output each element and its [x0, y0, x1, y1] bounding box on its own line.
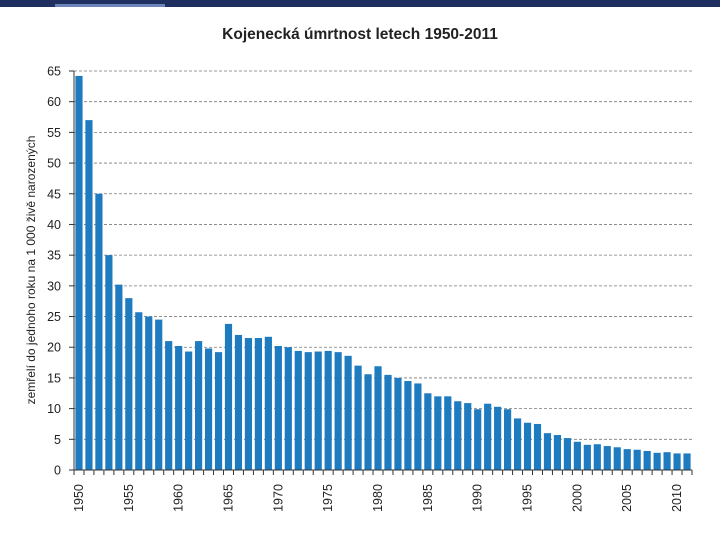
bar-2007 [643, 450, 651, 470]
chart-title: Kojenecká úmrtnost letech 1950-2011 [222, 26, 498, 43]
bar-1973 [304, 352, 312, 470]
bar-1952 [95, 193, 103, 470]
bar-1951 [85, 120, 93, 470]
y-tick-label: 55 [47, 126, 61, 140]
bar-1967 [244, 338, 253, 470]
bar-1954 [115, 284, 123, 470]
bar-1994 [513, 418, 522, 470]
x-tick-label: 2010 [670, 484, 684, 512]
bar-1977 [344, 355, 352, 470]
bar-1980 [374, 366, 382, 470]
bar-1993 [504, 409, 512, 470]
bar-1991 [484, 403, 492, 470]
bar-1976 [334, 352, 342, 470]
y-tick-label: 40 [47, 218, 61, 232]
x-tick-label: 1985 [421, 484, 435, 512]
bar-2009 [663, 452, 671, 470]
bar-1981 [384, 374, 392, 470]
x-tick-label: 1975 [321, 484, 335, 512]
bar-1996 [533, 423, 542, 470]
bar-1974 [314, 351, 322, 470]
bar-1968 [254, 338, 262, 470]
bar-2001 [583, 444, 591, 470]
bar-2011 [683, 453, 691, 470]
bar-1963 [204, 348, 213, 470]
bar-1987 [444, 396, 452, 470]
x-tick-label: 2000 [570, 484, 584, 512]
x-tick-label: 1995 [521, 484, 535, 512]
bar-1957 [145, 316, 153, 470]
y-tick-label: 45 [47, 187, 61, 201]
bar-1978 [354, 365, 362, 470]
bar-1971 [284, 347, 292, 470]
bar-1998 [553, 435, 562, 470]
x-tick-label: 1990 [471, 484, 485, 512]
bar-1969 [264, 336, 272, 470]
x-tick-label: 1980 [371, 484, 385, 512]
bar-1992 [494, 406, 502, 470]
y-tick-label: 35 [47, 249, 61, 263]
y-tick-label: 60 [47, 95, 61, 109]
bar-2002 [593, 444, 601, 470]
bar-1953 [105, 255, 113, 470]
bar-1970 [274, 346, 282, 470]
bar-1950 [75, 75, 83, 470]
bar-1995 [523, 422, 532, 470]
y-tick-label: 10 [47, 402, 61, 416]
y-tick-label: 65 [47, 65, 61, 79]
x-tick-label: 1955 [122, 484, 136, 512]
bar-1983 [404, 380, 412, 470]
bar-1975 [324, 350, 332, 470]
bar-1997 [543, 433, 552, 470]
y-tick-label: 30 [47, 279, 61, 293]
axes [69, 70, 693, 475]
bar-1960 [175, 346, 183, 470]
bar-1989 [464, 403, 472, 470]
y-tick-label: 0 [54, 464, 61, 478]
top-banner-accent [55, 4, 165, 7]
x-tick-labels: 1950 1955 1960 1965 1970 1975 1980 1985 1990 1995… [72, 484, 684, 512]
bar-1988 [454, 401, 462, 470]
bar-2003 [603, 446, 611, 470]
bar-1965 [224, 323, 233, 470]
x-tick-label: 1970 [271, 484, 285, 512]
bar-1986 [434, 396, 442, 470]
y-tick-label: 20 [47, 341, 61, 355]
bars [75, 75, 691, 470]
bar-2008 [653, 452, 661, 470]
bar-2010 [673, 453, 681, 470]
bar-2006 [633, 449, 641, 470]
bar-1979 [364, 374, 372, 470]
bar-1984 [414, 383, 422, 470]
bar-1956 [135, 312, 143, 470]
bar-1962 [195, 341, 203, 470]
bar-1990 [474, 409, 482, 470]
bar-2005 [623, 449, 631, 470]
top-banner-bar [0, 0, 720, 7]
bar-1955 [125, 298, 133, 470]
x-tick-label: 1950 [72, 484, 86, 512]
y-tick-label: 25 [47, 310, 61, 324]
x-tick-label: 2005 [620, 484, 634, 512]
y-tick-labels: 0 5 10 15 20 25 30 35 40 45 50 55 60 65 [47, 65, 61, 478]
bar-1985 [424, 393, 432, 470]
bar-1966 [234, 334, 243, 470]
bar-1964 [214, 352, 223, 470]
y-tick-label: 15 [47, 371, 61, 385]
y-tick-label: 50 [47, 157, 61, 171]
bar-1958 [155, 319, 163, 470]
bar-1972 [294, 350, 302, 470]
bar-1999 [563, 438, 571, 470]
bar-1961 [185, 351, 193, 470]
bar-2000 [573, 441, 581, 470]
bar-1982 [394, 377, 402, 470]
x-tick-label: 1965 [222, 484, 236, 512]
bar-2004 [613, 447, 621, 470]
x-tick-label: 1960 [172, 484, 186, 512]
y-tick-label: 5 [54, 433, 61, 447]
bar-1959 [165, 341, 173, 470]
